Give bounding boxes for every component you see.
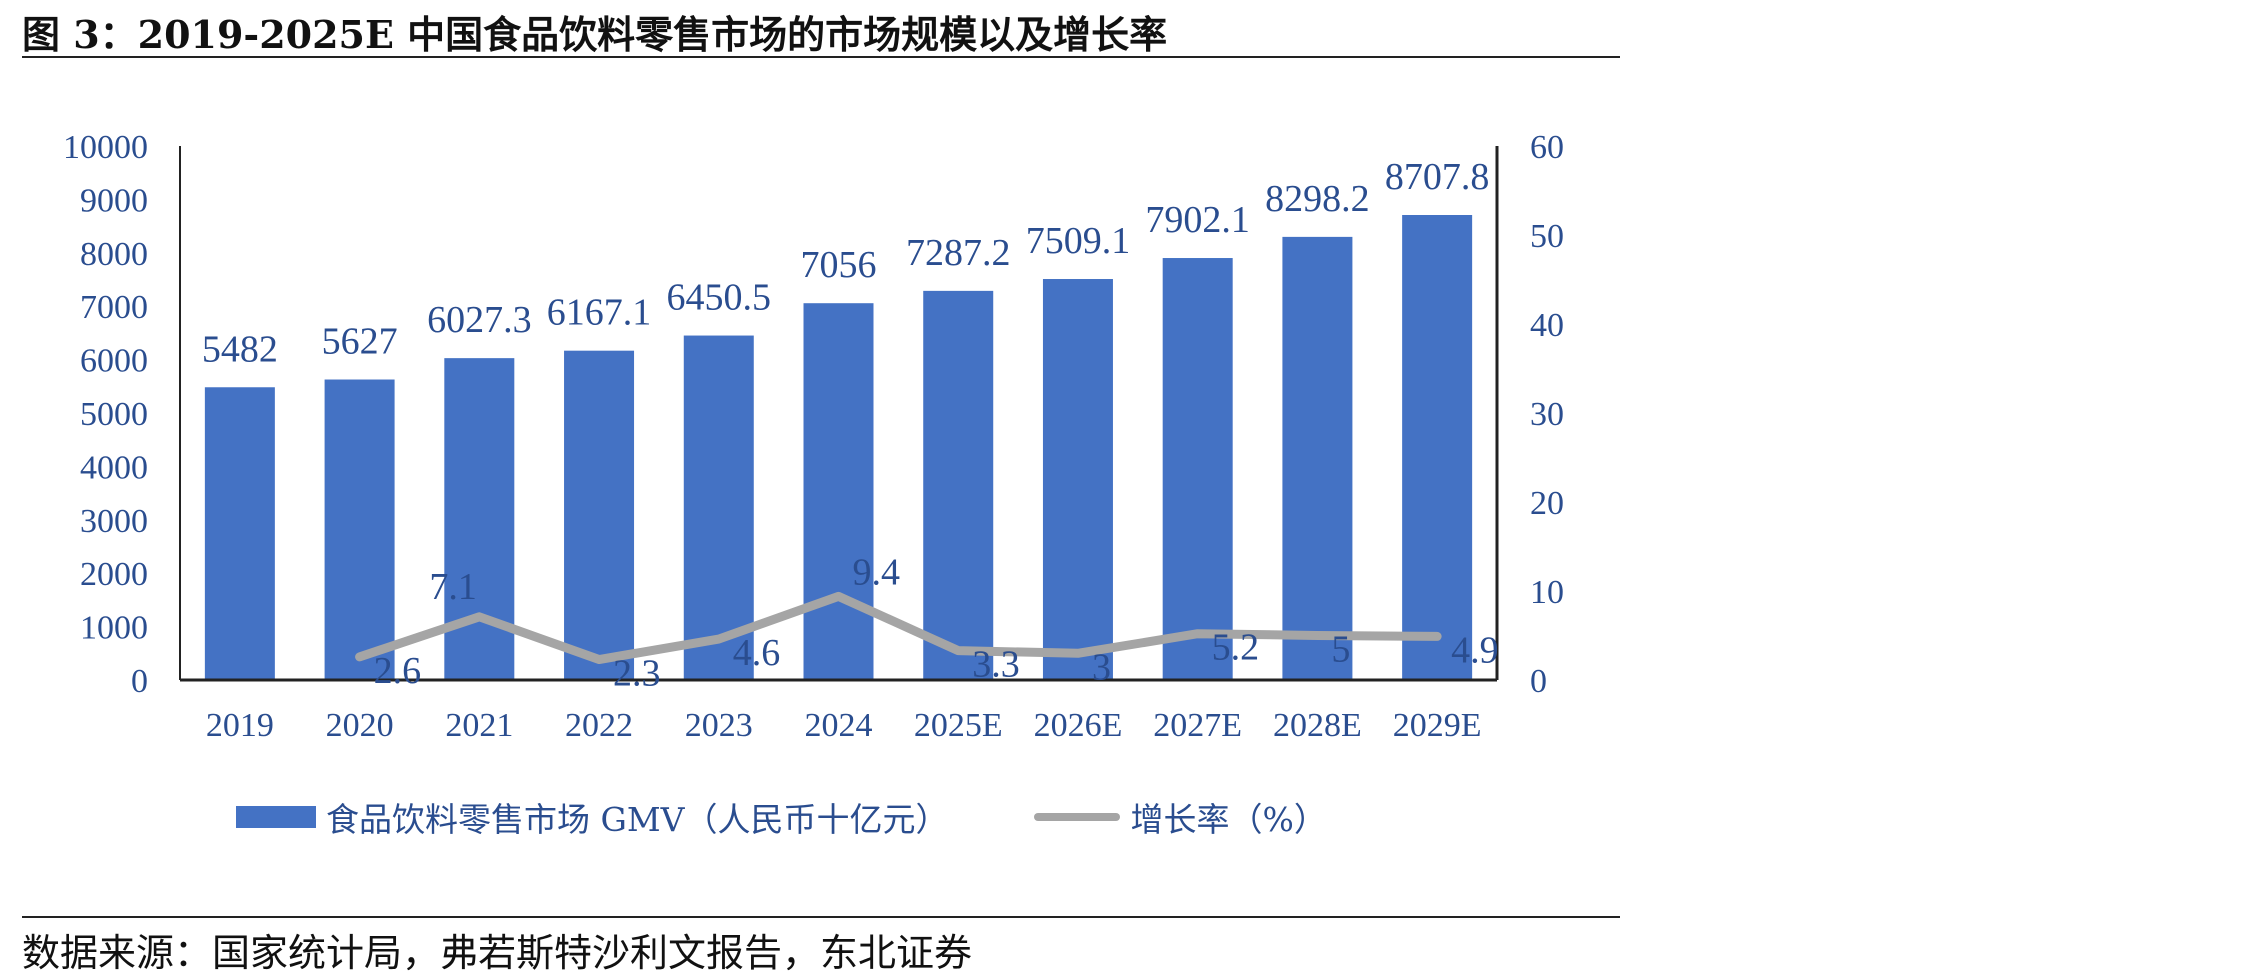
left-tick-label: 8000: [80, 236, 148, 273]
growth-value-label: 5: [1331, 629, 1350, 671]
legend-bar-label: 食品饮料零售市场 GMV（人民币十亿元）: [326, 800, 949, 839]
x-tick-label: 2026E: [1034, 707, 1123, 744]
x-tick-label: 2023: [685, 707, 753, 744]
bar-value-label: 6450.5: [667, 277, 772, 319]
right-tick-label: 0: [1530, 663, 1547, 700]
growth-value-label: 4.9: [1451, 629, 1499, 671]
bar-value-label: 7902.1: [1145, 199, 1250, 241]
growth-value-label: 7.1: [429, 566, 477, 608]
line-layer: [355, 591, 1442, 665]
growth-point-2029E: [1436, 635, 1439, 638]
x-tick-label: 2022: [565, 707, 633, 744]
right-tick-label: 10: [1530, 574, 1564, 611]
bar-value-label: 8298.2: [1265, 178, 1370, 220]
bar-value-label: 8707.8: [1385, 156, 1490, 198]
chart-legend: 食品饮料零售市场 GMV（人民币十亿元） 增长率（%）: [236, 793, 1327, 841]
growth-point-2027E: [1196, 632, 1199, 635]
left-tick-label: 2000: [80, 556, 148, 593]
x-tick-label: 2024: [805, 707, 873, 744]
growth-point-2028E: [1316, 634, 1319, 637]
left-tick-label: 1000: [80, 610, 148, 647]
growth-value-label: 2.3: [613, 653, 661, 695]
x-tick-label: 2020: [326, 707, 394, 744]
labels-layer: 5482 5627 6027.3 6167.1 6450.5 7056 7287.2 7509…: [202, 156, 1499, 695]
left-tick-label: 10000: [63, 129, 148, 166]
x-tick-label: 2019: [206, 707, 274, 744]
growth-point-2024: [837, 595, 840, 598]
bar-value-label: 6167.1: [547, 292, 652, 334]
left-tick-label: 4000: [80, 449, 148, 486]
combo-chart: 0100020003000400050006000700080009000100…: [63, 129, 1564, 744]
bar-2024: [803, 303, 874, 680]
growth-point-2022: [598, 658, 601, 661]
bars-layer: [204, 215, 1473, 681]
growth-value-label: 3: [1092, 646, 1111, 688]
bar-2025E: [923, 290, 994, 680]
growth-point-2020: [358, 655, 361, 658]
x-tick-label: 2021: [445, 707, 513, 744]
right-tick-label: 40: [1530, 307, 1564, 344]
right-tick-label: 20: [1530, 485, 1564, 522]
growth-value-label: 5.2: [1212, 627, 1260, 669]
right-tick-label: 30: [1530, 396, 1564, 433]
growth-point-2025E: [957, 649, 960, 652]
growth-rate-line: [355, 591, 1442, 665]
right-tick-label: 60: [1530, 129, 1564, 166]
left-tick-label: 0: [131, 663, 148, 700]
bar-2022: [564, 350, 635, 680]
left-tick-label: 5000: [80, 396, 148, 433]
x-tick-label: 2028E: [1273, 707, 1362, 744]
growth-point-2023: [717, 638, 720, 641]
x-tick-label: 2029E: [1393, 707, 1482, 744]
source-rule: [22, 916, 1620, 918]
left-tick-label: 9000: [80, 182, 148, 219]
growth-point-2021: [478, 615, 481, 618]
legend-line-swatch: [1034, 813, 1121, 821]
legend-bar-swatch: [236, 806, 316, 828]
growth-value-label: 9.4: [853, 551, 901, 593]
left-tick-label: 3000: [80, 503, 148, 540]
left-tick-label: 6000: [80, 343, 148, 380]
bar-value-label: 7509.1: [1026, 220, 1131, 262]
x-tick-label: 2027E: [1153, 707, 1242, 744]
left-tick-label: 7000: [80, 289, 148, 326]
bar-2021: [444, 358, 515, 680]
bar-2020: [324, 379, 395, 680]
bar-2027E: [1162, 258, 1233, 680]
axes-layer: 0100020003000400050006000700080009000100…: [63, 129, 1564, 744]
bar-2029E: [1402, 215, 1473, 680]
bar-value-label: 5627: [322, 321, 398, 363]
legend-line-label: 增长率（%）: [1130, 800, 1327, 839]
growth-value-label: 2.6: [374, 650, 422, 692]
x-tick-label: 2025E: [914, 707, 1003, 744]
growth-value-label: 3.3: [972, 644, 1020, 686]
bar-value-label: 5482: [202, 328, 278, 370]
bar-2028E: [1282, 236, 1353, 681]
title-rule: [22, 56, 1620, 58]
bar-value-label: 7056: [801, 244, 877, 286]
source-note: 数据来源：国家统计局，弗若斯特沙利文报告，东北证券: [22, 931, 973, 975]
growth-point-2026E: [1076, 652, 1079, 655]
right-tick-label: 50: [1530, 218, 1564, 255]
bar-value-label: 6027.3: [427, 299, 532, 341]
bar-2023: [683, 335, 754, 680]
bar-2026E: [1042, 279, 1113, 680]
figure-title: 图 3：2019-2025E 中国食品饮料零售市场的市场规模以及增长率: [22, 12, 1168, 57]
bar-2019: [204, 387, 275, 680]
bar-value-label: 7287.2: [906, 232, 1011, 274]
growth-value-label: 4.6: [733, 632, 781, 674]
